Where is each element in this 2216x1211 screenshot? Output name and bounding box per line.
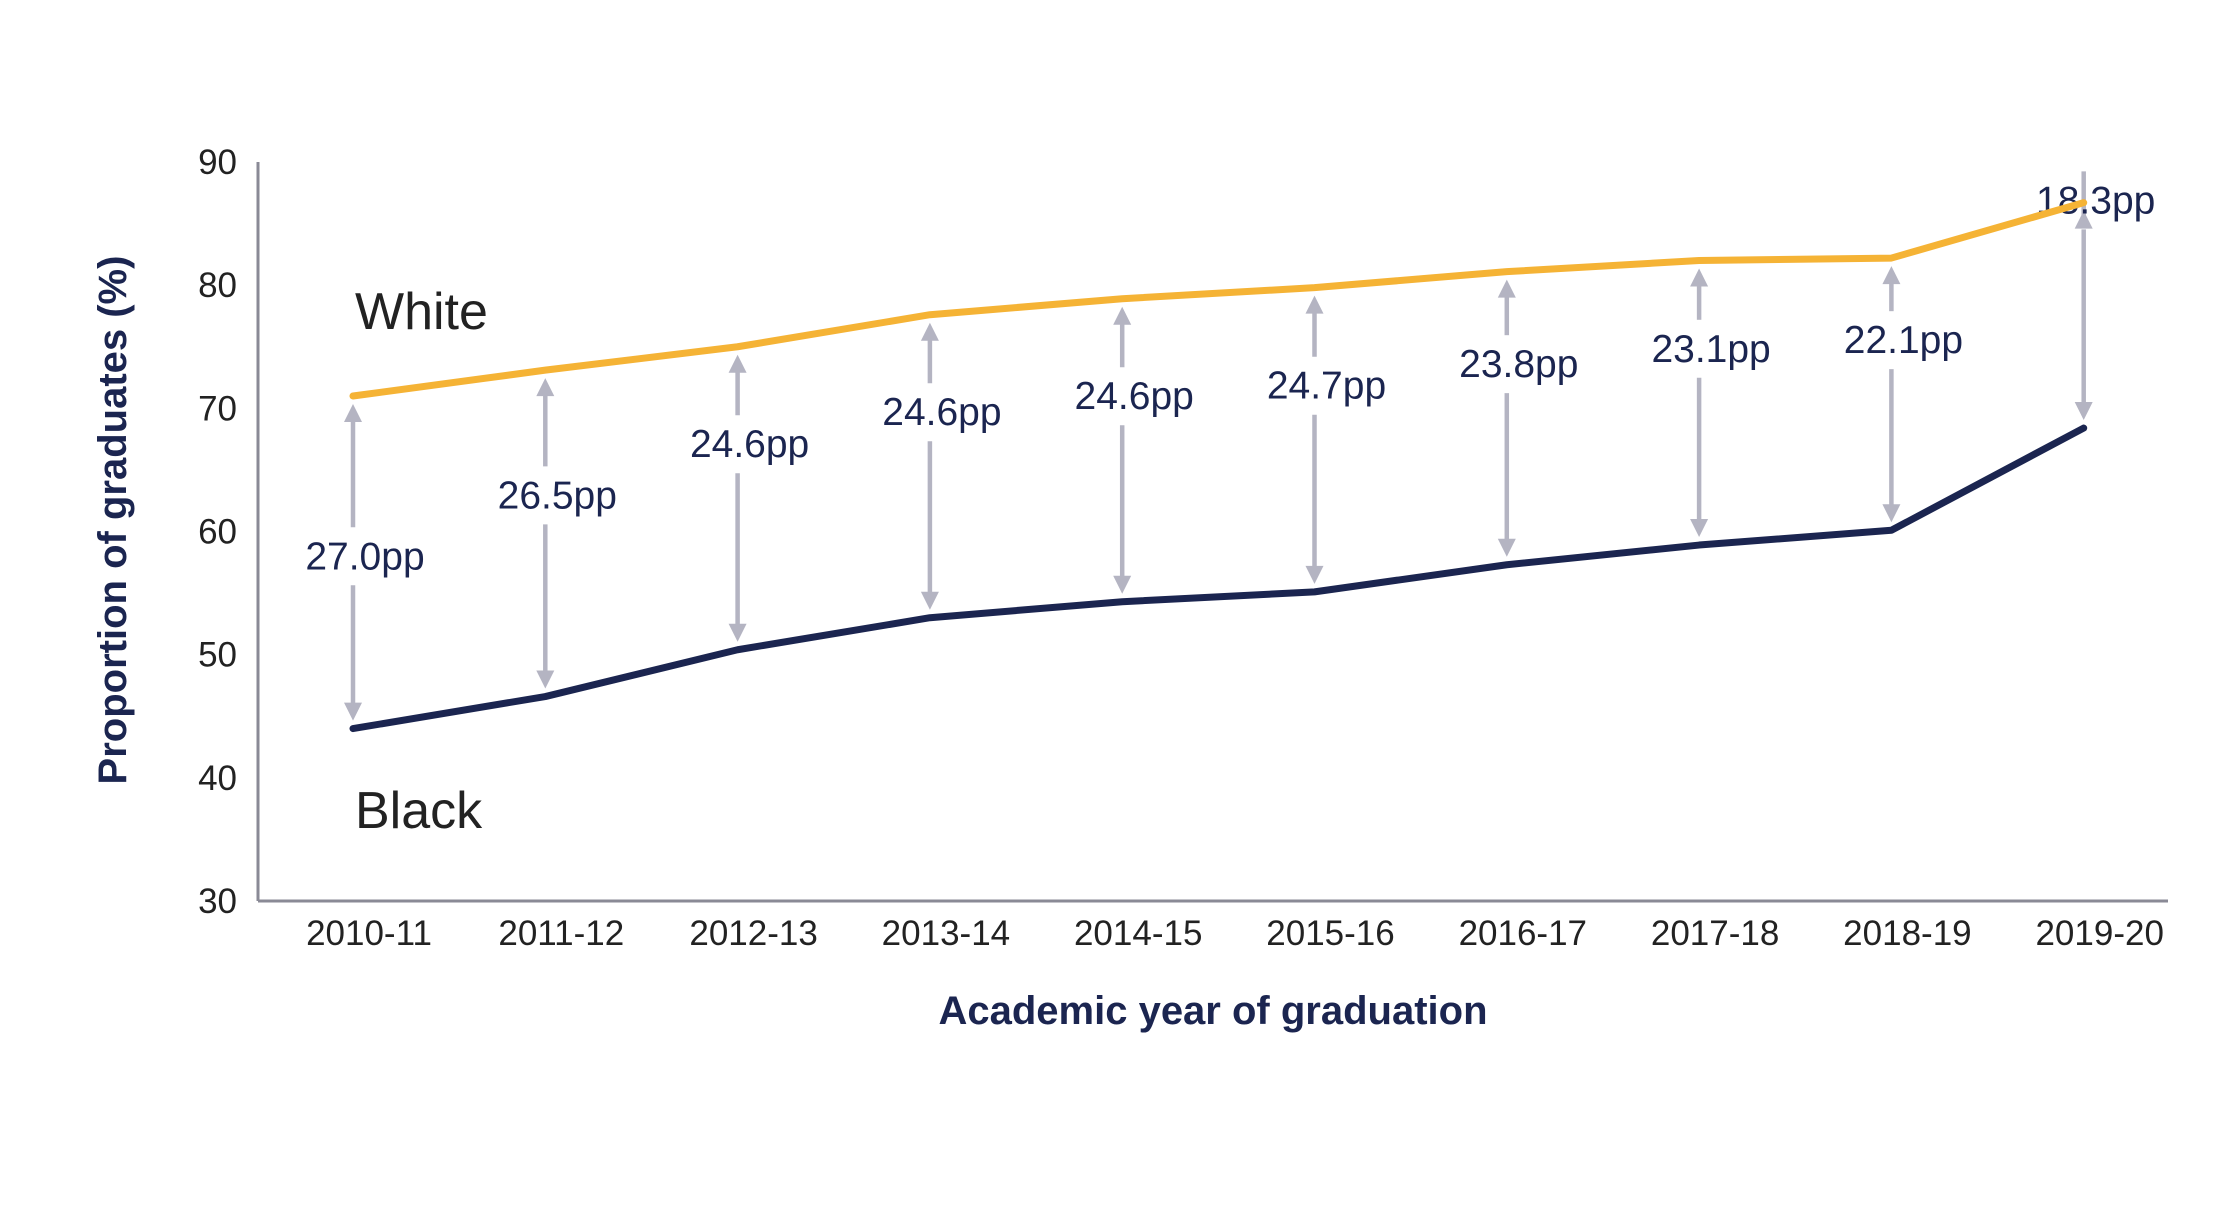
gap-arrow: 24.6pp: [1075, 306, 1194, 594]
arrow-head-down: [2074, 402, 2093, 421]
x-axis-ticks: 2010-11 2011-12 2012-13 2013-14 2014-15 2015-…: [306, 914, 2164, 953]
y-tick-label: 50: [198, 636, 237, 675]
arrow-head-down: [1690, 519, 1709, 538]
gap-label: 24.7pp: [1267, 365, 1386, 408]
y-tick-label: 80: [198, 266, 237, 305]
x-tick-label: 2018-19: [1843, 914, 1971, 953]
gap-arrow: 22.1pp: [1844, 266, 1963, 523]
x-tick-label: 2013-14: [882, 914, 1010, 953]
gap-label: 26.5pp: [498, 474, 617, 517]
series-label-black: Black: [355, 782, 483, 840]
axes: [256, 162, 2168, 903]
arrow-head-up: [920, 322, 939, 341]
gap-label: 23.1pp: [1651, 328, 1770, 371]
x-tick-label: 2014-15: [1074, 914, 1202, 953]
gap-label: 22.1pp: [1844, 319, 1963, 362]
gap-arrow: 18.3pp: [2036, 171, 2155, 421]
gap-arrow: 24.6pp: [690, 354, 809, 642]
gap-label: 23.8pp: [1459, 343, 1578, 386]
y-axis-title: Proportion of graduates (%): [91, 256, 135, 785]
x-tick-label: 2016-17: [1459, 914, 1587, 953]
arrow-head-down: [1113, 575, 1132, 594]
series-labels: White Black: [355, 283, 488, 840]
arrow-head-up: [728, 354, 747, 373]
x-tick-label: 2010-11: [306, 914, 432, 953]
arrow-head-up: [1690, 268, 1709, 287]
arrow-head-down: [920, 591, 939, 610]
series-line-white: [349, 199, 2088, 400]
gap-arrows: 27.0pp 26.5pp 24.6pp 24.6pp 24.6pp 24.7pp 23.8…: [305, 171, 2155, 721]
y-tick-label: 30: [198, 882, 237, 921]
y-tick-label: 90: [198, 143, 237, 182]
arrow-head-down: [344, 702, 362, 721]
series-lines: [349, 199, 2088, 733]
x-tick-label: 2011-12: [498, 914, 624, 953]
gap-arrow: 27.0pp: [305, 404, 425, 721]
arrow-head-down: [728, 623, 747, 642]
y-axis-ticks: 30 40 50 60 70 80 90: [198, 143, 237, 921]
series-label-white: White: [355, 283, 488, 341]
x-tick-label: 2012-13: [689, 914, 817, 953]
gap-label: 24.6pp: [882, 391, 1001, 434]
gap-label: 27.0pp: [305, 535, 424, 578]
arrow-head-up: [344, 404, 362, 423]
gap-arrow: 26.5pp: [498, 378, 617, 689]
arrow-head-up: [1882, 266, 1901, 285]
arrow-head-up: [1113, 306, 1132, 325]
y-tick-label: 40: [198, 759, 237, 798]
arrow-head-up: [536, 378, 555, 397]
gap-arrow: 24.7pp: [1267, 295, 1386, 584]
gap-label: 24.6pp: [690, 423, 809, 466]
arrow-head-down: [536, 670, 555, 689]
gap-arrow: 24.6pp: [882, 322, 1002, 610]
arrow-head-down: [1305, 565, 1324, 584]
arrow-head-down: [1497, 538, 1516, 557]
arrow-head-down: [1882, 504, 1901, 523]
arrow-head-up: [1497, 279, 1516, 298]
x-axis-title: Academic year of graduation: [938, 989, 1487, 1033]
arrow-head-up: [1305, 295, 1324, 314]
x-tick-label: 2019-20: [2035, 914, 2163, 953]
y-tick-label: 60: [198, 513, 237, 552]
x-tick-label: 2015-16: [1266, 914, 1394, 953]
arrow-head-up: [2074, 210, 2093, 229]
y-tick-label: 70: [198, 389, 237, 428]
gap-label: 18.3pp: [2036, 179, 2155, 222]
gap-label: 24.6pp: [1075, 375, 1194, 418]
gap-arrow: 23.1pp: [1651, 268, 1771, 538]
x-tick-label: 2017-18: [1651, 914, 1779, 953]
gap-arrow: 23.8pp: [1459, 279, 1578, 557]
series-line-black: [349, 424, 2088, 733]
